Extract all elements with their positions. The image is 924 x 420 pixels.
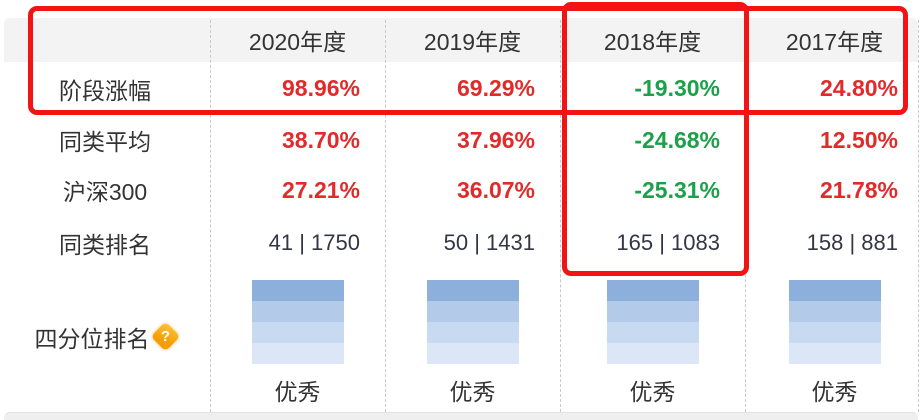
- quartile-band-3: [251, 322, 344, 343]
- quartile-band-3: [606, 322, 699, 343]
- table-row-peer-average: 同类平均 38.70% 37.96% -24.68% 12.50%: [0, 115, 924, 165]
- rank-cell: 41 | 1750: [268, 229, 360, 255]
- quartile-band-4: [251, 343, 344, 364]
- column-separator: [210, 20, 211, 412]
- quartile-band-2: [426, 301, 519, 322]
- value-cell: -24.68%: [634, 126, 720, 153]
- quartile-band-4: [606, 343, 699, 364]
- quartile-bar: [426, 280, 519, 364]
- value-cell: -19.30%: [634, 75, 720, 101]
- row-label: 四分位排名: [34, 325, 150, 352]
- column-separator: [918, 20, 919, 412]
- row-label: 同类平均: [59, 129, 151, 155]
- question-mark-glyph: ?: [160, 328, 170, 345]
- quartile-cell: 优秀: [210, 270, 385, 407]
- value-cell: 98.96%: [281, 75, 360, 101]
- value-cell: 69.29%: [456, 75, 535, 101]
- rank-cell: 158 | 881: [806, 229, 898, 255]
- value-cell: 38.70%: [281, 126, 360, 153]
- column-separator: [385, 20, 386, 412]
- quartile-cell: 优秀: [560, 270, 745, 407]
- rating-label: 优秀: [811, 379, 858, 405]
- rank-cell: 50 | 1431: [443, 229, 535, 255]
- rating-label: 优秀: [449, 379, 496, 405]
- quartile-bar: [788, 280, 881, 364]
- quartile-bar: [606, 280, 699, 364]
- bottom-divider: [4, 412, 918, 420]
- table-row-peer-rank: 同类排名 41 | 1750 50 | 1431 165 | 1083 158 …: [0, 215, 924, 270]
- quartile-band-1: [251, 280, 344, 301]
- row-label: 阶段涨幅: [59, 77, 151, 104]
- quartile-cell: 优秀: [385, 270, 560, 407]
- quartile-band-4: [788, 343, 881, 364]
- year-header-2018: 2018年度: [603, 29, 702, 55]
- quartile-band-1: [606, 280, 699, 301]
- quartile-band-1: [788, 280, 881, 301]
- value-cell: 36.07%: [456, 176, 535, 203]
- rating-label: 优秀: [274, 379, 321, 405]
- value-cell: 21.78%: [819, 176, 898, 203]
- column-separator: [560, 20, 561, 412]
- rank-cell: 165 | 1083: [616, 229, 720, 255]
- quartile-band-3: [788, 322, 881, 343]
- value-cell: 37.96%: [456, 126, 535, 153]
- value-cell: -25.31%: [634, 176, 720, 203]
- table-row-stage-growth: 阶段涨幅 98.96% 69.29% -19.30% 24.80%: [0, 62, 924, 115]
- quartile-band-2: [251, 301, 344, 322]
- value-cell: 12.50%: [819, 126, 898, 153]
- quartile-band-2: [788, 301, 881, 322]
- table-row-quartile-rank: 四分位排名 ? 优秀 优秀: [0, 270, 924, 405]
- quartile-band-3: [426, 322, 519, 343]
- year-header-2019: 2019年度: [423, 29, 522, 55]
- quartile-cell: 优秀: [745, 270, 924, 407]
- value-cell: 24.80%: [819, 75, 898, 101]
- quartile-band-2: [606, 301, 699, 322]
- row-label: 沪深300: [62, 179, 148, 205]
- rating-label: 优秀: [629, 379, 676, 405]
- row-label: 同类排名: [59, 231, 151, 258]
- table-row-hs300: 沪深300 27.21% 36.07% -25.31% 21.78%: [0, 165, 924, 215]
- table-header-background: [4, 18, 918, 62]
- quartile-band-4: [426, 343, 519, 364]
- quartile-label-cell: 四分位排名 ?: [0, 270, 210, 403]
- quartile-band-1: [426, 280, 519, 301]
- table-header-row: 2020年度 2019年度 2018年度 2017年度: [0, 18, 924, 62]
- year-header-2020: 2020年度: [248, 29, 347, 55]
- value-cell: 27.21%: [281, 176, 360, 203]
- quartile-bar: [251, 280, 344, 364]
- year-header-2017: 2017年度: [785, 29, 884, 55]
- help-icon[interactable]: ?: [150, 321, 180, 352]
